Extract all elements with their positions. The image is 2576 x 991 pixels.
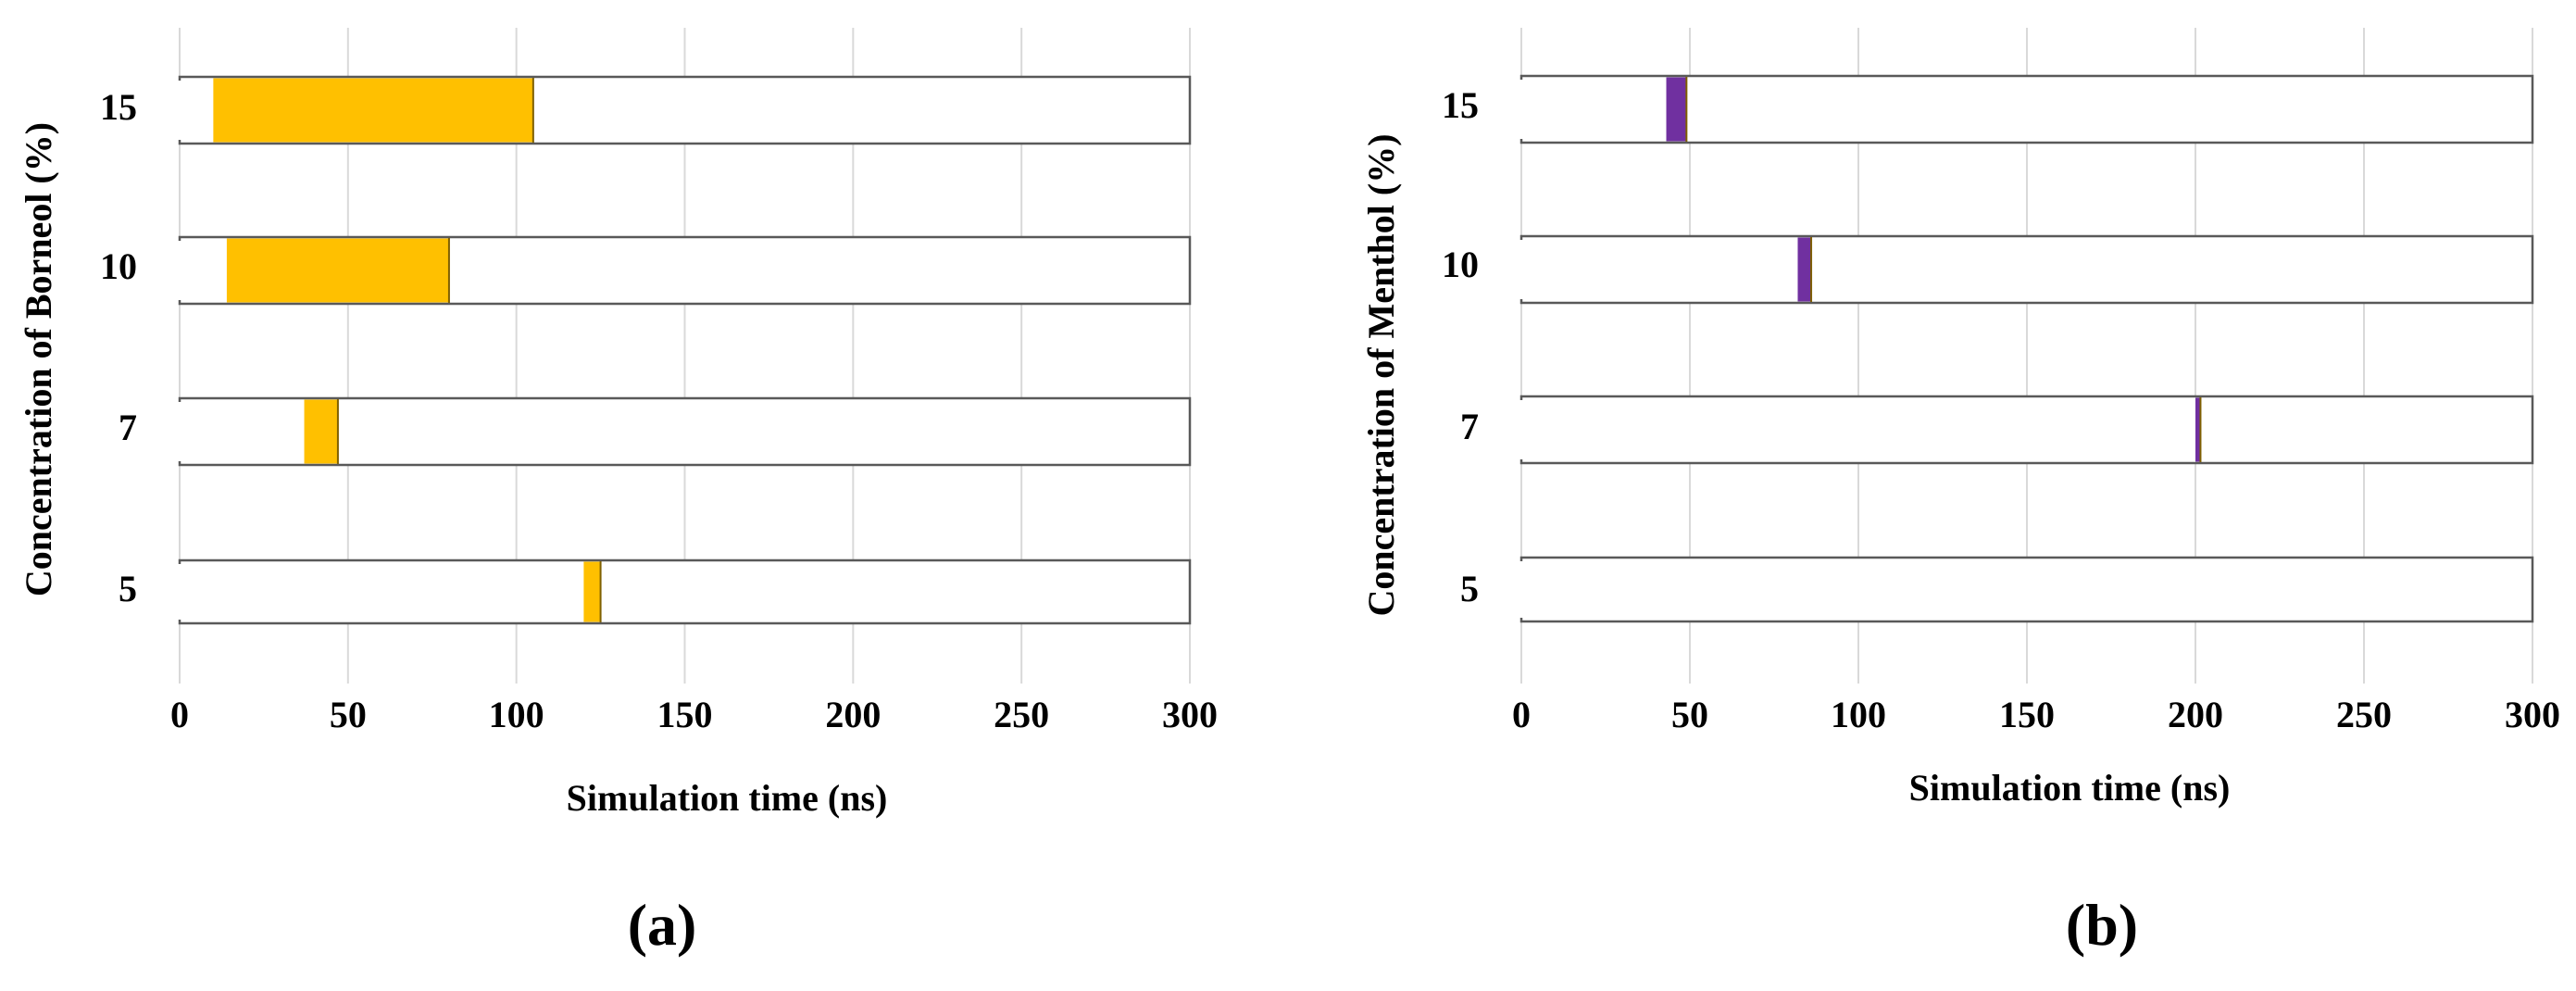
category-label: 10 [100,245,137,287]
x-tick-label: 100 [1831,694,1886,735]
x-tick-label: 0 [1512,694,1531,735]
range-track [1519,234,2534,305]
x-tick-label: 50 [1671,694,1708,735]
x-tick-label: 150 [657,694,713,735]
category-label: 5 [119,568,137,609]
x-tick-label: 300 [2505,694,2560,735]
range-track [1519,74,2534,144]
category-label: 15 [100,86,137,128]
range-bar [213,78,533,143]
x-tick-label: 200 [2168,694,2223,735]
panel-label: (b) [2066,892,2138,958]
x-tick-label: 250 [2336,694,2392,735]
category-label: 7 [119,407,137,448]
range-bar [583,561,601,622]
range-bar [1797,237,1812,302]
x-tick-label: 150 [1999,694,2055,735]
panel-label: (a) [628,892,697,958]
range-track [1519,395,2534,465]
y-axis-title: Concentration of Borneol (%) [18,122,59,596]
y-axis-title: Concentration of Menthol (%) [1360,133,1402,616]
x-tick-label: 50 [330,694,367,735]
x-tick-label: 300 [1162,694,1218,735]
x-tick-label: 100 [489,694,544,735]
x-axis-title: Simulation time (ns) [1909,767,2231,809]
range-track [178,558,1192,625]
x-tick-label: 200 [825,694,881,735]
range-bar [2195,397,2201,462]
range-bar [226,238,449,303]
category-label: 7 [1460,406,1479,447]
x-tick-label: 0 [170,694,189,735]
category-label: 15 [1442,84,1479,126]
x-tick-label: 250 [994,694,1049,735]
category-label: 10 [1442,244,1479,285]
range-track [1519,556,2534,623]
range-bar [304,399,338,464]
range-bar [1666,77,1687,142]
category-label: 5 [1460,568,1479,609]
x-axis-title: Simulation time (ns) [567,777,888,819]
